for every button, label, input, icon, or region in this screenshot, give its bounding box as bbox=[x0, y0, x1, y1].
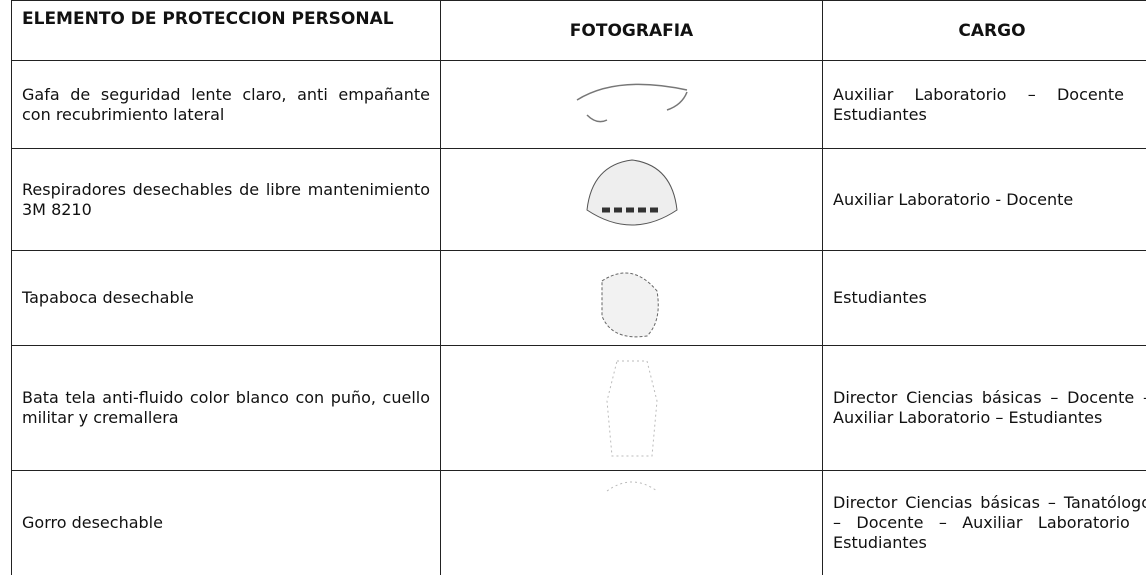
header-cell: CARGO bbox=[822, 0, 1146, 61]
cargo-cell: Estudiantes bbox=[822, 250, 1146, 346]
element-cell: Tapaboca desechable bbox=[11, 250, 441, 346]
cargo-cell: Auxiliar Laboratorio – Docente - Estudia… bbox=[822, 60, 1146, 149]
photo-cell bbox=[440, 148, 823, 251]
row: Respiradores desechables de libre manten… bbox=[11, 148, 1146, 251]
row: Tapaboca desechable Estudiantes bbox=[11, 250, 1146, 346]
photo-cell bbox=[440, 250, 823, 346]
photo-respirator bbox=[585, 158, 678, 225]
row: Bata tela anti-fluido color blanco con p… bbox=[11, 345, 1146, 471]
cargo-cell: Auxiliar Laboratorio - Docente bbox=[822, 148, 1146, 251]
photo-cap bbox=[606, 481, 657, 492]
cargo-cell: Director Ciencias básicas – Tanatólogo –… bbox=[822, 470, 1146, 575]
header-row: ELEMENTO DE PROTECCION PERSONAL FOTOGRAF… bbox=[11, 0, 1146, 61]
element-cell: Respiradores desechables de libre manten… bbox=[11, 148, 441, 251]
photo-cell bbox=[440, 345, 823, 471]
element-cell: Bata tela anti-fluido color blanco con p… bbox=[11, 345, 441, 471]
epp-table: ELEMENTO DE PROTECCION PERSONAL FOTOGRAF… bbox=[11, 0, 1146, 575]
element-cell: Gafa de seguridad lente claro, anti empa… bbox=[11, 60, 441, 149]
header-cell: FOTOGRAFIA bbox=[440, 0, 823, 61]
element-cell: Gorro desechable bbox=[11, 470, 441, 575]
photo-goggles bbox=[576, 83, 688, 122]
row: Gafa de seguridad lente claro, anti empa… bbox=[11, 60, 1146, 149]
photo-gown bbox=[605, 360, 658, 456]
row: Gorro desechable Director Ciencias básic… bbox=[11, 470, 1146, 575]
photo-cell bbox=[440, 60, 823, 149]
header-cell: ELEMENTO DE PROTECCION PERSONAL bbox=[11, 0, 441, 61]
photo-mask bbox=[601, 272, 659, 337]
cargo-cell: Director Ciencias básicas – Docente – Au… bbox=[822, 345, 1146, 471]
photo-cell bbox=[440, 470, 823, 575]
